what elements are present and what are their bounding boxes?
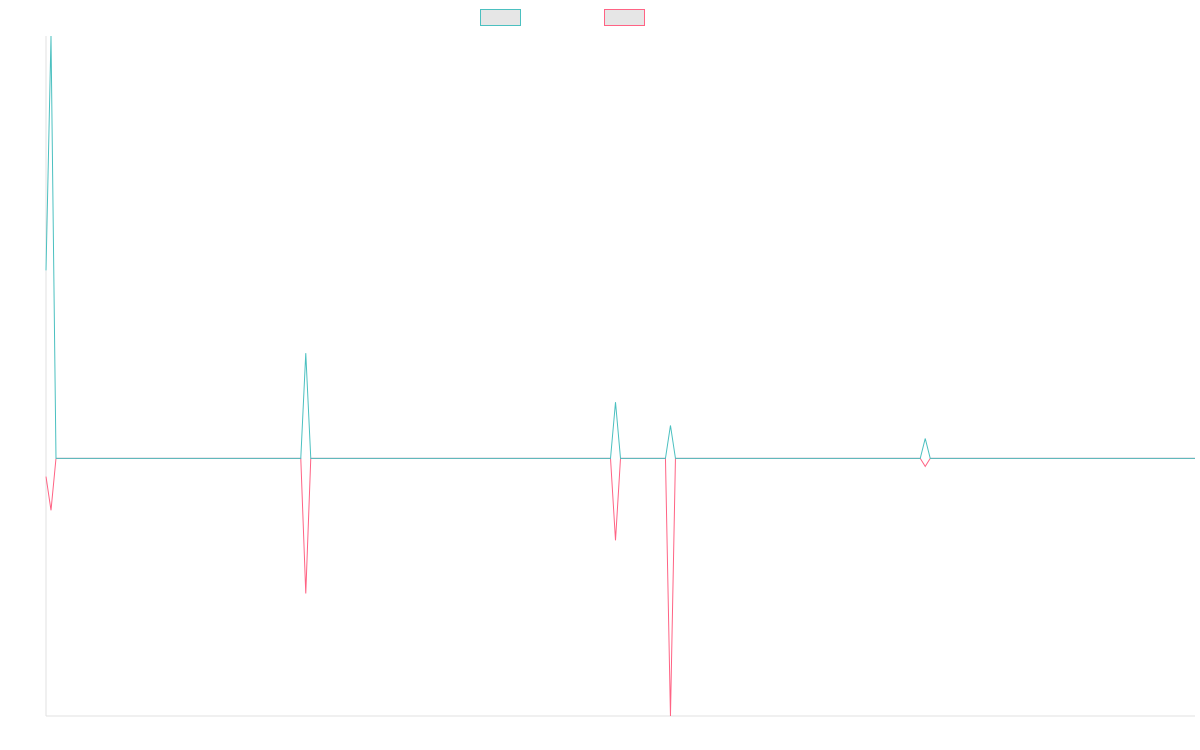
series-line xyxy=(45,457,1195,717)
legend-swatch[interactable] xyxy=(480,9,521,26)
legend-swatch[interactable] xyxy=(604,9,645,26)
series-line xyxy=(45,35,1195,459)
